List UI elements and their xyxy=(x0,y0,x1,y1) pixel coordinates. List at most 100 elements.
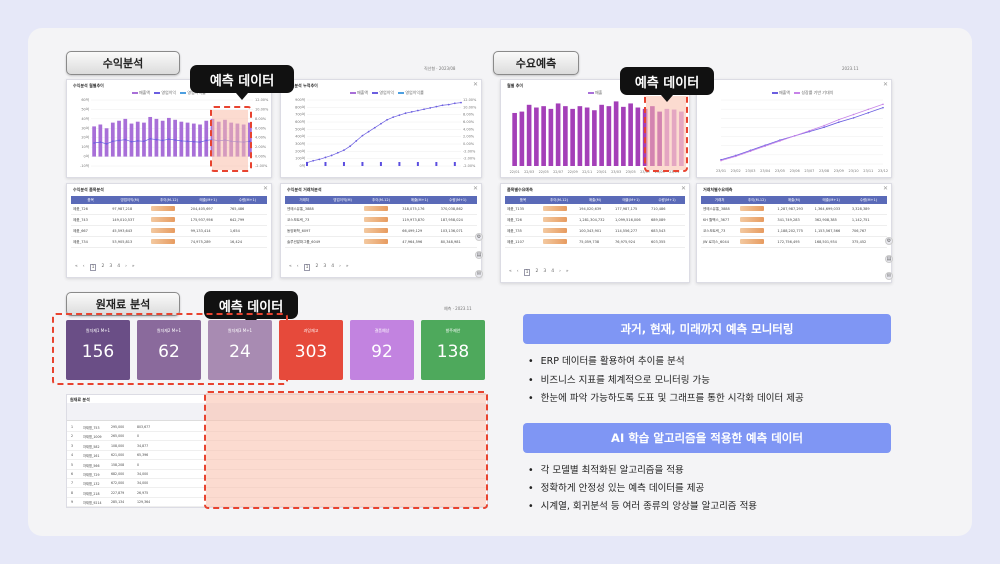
table-row[interactable]: 제품_743 149,010,537 175,937,956 642,799 xyxy=(71,215,267,226)
table-row[interactable]: 제품_667 45,593,643 99,133,414 1,654 xyxy=(71,226,267,237)
bar xyxy=(110,122,115,157)
table-cell: 265,000 xyxy=(111,434,125,439)
table-row[interactable]: 제품_734 53,905,813 74,975,289 16,424 xyxy=(71,237,267,248)
kpi-card-material-2[interactable]: 원자재2 M+1 62 xyxy=(137,320,201,380)
close-icon[interactable]: ✕ xyxy=(882,185,888,192)
point xyxy=(404,112,407,115)
bar xyxy=(606,106,612,166)
point xyxy=(336,151,339,154)
x-tick-label: 23/08 xyxy=(819,169,829,173)
close-icon[interactable]: ✕ xyxy=(882,81,888,88)
bar xyxy=(379,162,382,166)
panel-title: 수익분석 누적추이 xyxy=(287,83,318,88)
table-cell: 65,396 xyxy=(137,453,149,458)
bar xyxy=(117,120,121,157)
series-line xyxy=(306,102,462,164)
x-tick-label: 23/03 xyxy=(745,169,755,173)
save-icon[interactable]: ▤ xyxy=(475,251,483,259)
table-row[interactable]: 제품_7135 194,020,639 177,987,175 710,486 xyxy=(505,204,685,215)
point xyxy=(386,118,388,121)
tab-revenue-analysis[interactable]: 수익분석 xyxy=(66,51,180,75)
material-table-dashed-box xyxy=(204,391,488,509)
revenue-filter[interactable]: 직선형 · 2023/08 xyxy=(424,66,456,71)
table-cell: 4 xyxy=(71,453,74,458)
y-tick-label: 10억 xyxy=(81,144,89,149)
table-row[interactable]: JW 로지스_6044 172,756,495 168,501,934 375,452 xyxy=(701,237,887,248)
table-row[interactable]: 제품_735 100,343,901 114,556,277 683,543 xyxy=(505,226,685,237)
point xyxy=(111,140,114,143)
demand-forecast-highlight xyxy=(646,96,686,170)
kpi-card-material-3[interactable]: 원자재3 M+1 24 xyxy=(208,320,272,380)
table-cell: 295,000 xyxy=(111,425,125,429)
settings-icon[interactable]: ⚙ xyxy=(475,233,483,241)
close-icon[interactable]: ✕ xyxy=(680,185,686,192)
x-tick-label: 22/03 xyxy=(524,170,534,174)
bar xyxy=(324,162,327,166)
kpi-card-shortage[interactable]: 결품예상 92 xyxy=(350,320,414,380)
legend-profit: 영업이익 xyxy=(379,90,395,95)
bar xyxy=(534,107,539,166)
table-row[interactable]: 동양화학_6097 66,499,129 103,136,071 xyxy=(285,226,477,237)
chat-icon[interactable]: ✉ xyxy=(885,272,893,280)
table-header: 품목 영업이익(M) 추이(M-12) 매출(M+1) 수량(M+1) xyxy=(71,196,267,204)
tab-demand-forecast[interactable]: 수요예측 xyxy=(493,51,579,75)
close-icon[interactable]: ✕ xyxy=(472,185,478,192)
point xyxy=(882,106,884,109)
material-filter[interactable]: 예측 · 2023.11 xyxy=(444,306,472,311)
table-row[interactable]: 제품_726 1,281,304,732 1,099,516,006 689,089 xyxy=(505,215,685,226)
table-row[interactable]: 제품_726 97,987,218 204,405,697 765,486 xyxy=(71,204,267,215)
point xyxy=(349,145,352,148)
settings-icon[interactable]: ⚙ xyxy=(885,237,893,245)
table-row[interactable]: 제품_1107 75,059,738 76,975,924 603,355 xyxy=(505,237,685,248)
table-cell: 자재명_566 xyxy=(83,463,100,468)
bar xyxy=(154,118,159,157)
y2-tick-label: 10.00% xyxy=(255,107,269,111)
pagination[interactable]: «‹ 1 2 3 4 ›» xyxy=(75,264,135,271)
table-row[interactable]: 코스모트릭_73 119,973,870 187,958,024 xyxy=(285,215,477,226)
pagination[interactable]: «‹ 1 2 3 4 ›» xyxy=(289,264,349,271)
bar xyxy=(584,107,590,166)
y2-tick-label: -2.00% xyxy=(463,157,476,161)
table-cell: 9 xyxy=(71,500,74,505)
bar xyxy=(570,108,575,166)
point xyxy=(105,142,108,145)
y2-tick-label: -2.00% xyxy=(255,164,268,168)
kpi-card-order-suggest[interactable]: 발주제안 138 xyxy=(421,320,485,380)
demand-filter[interactable]: 2023.11 xyxy=(842,66,859,71)
x-tick-label: 23/10 xyxy=(848,169,858,173)
series-line-expected xyxy=(720,103,884,161)
table-cell: 34,877 xyxy=(137,443,149,448)
kpi-card-overstock[interactable]: 과잉재고 303 xyxy=(279,320,343,380)
save-icon[interactable]: ▤ xyxy=(885,255,893,263)
pagination[interactable]: «‹ 1 2 3 4 ›» xyxy=(509,269,569,276)
point xyxy=(447,103,450,106)
bar xyxy=(453,162,456,166)
table-row[interactable]: 솔루션알파그룹_6049 47,964,596 80,348,981 xyxy=(285,237,477,248)
kpi-label: 원자재1 M+1 xyxy=(85,328,111,333)
point xyxy=(392,116,395,119)
y-tick-label: 40억 xyxy=(81,116,89,121)
bar xyxy=(512,112,517,166)
bar xyxy=(135,121,140,157)
point xyxy=(808,129,811,132)
tab-material-analysis[interactable]: 원재료 분석 xyxy=(66,292,180,316)
bar xyxy=(526,104,532,166)
x-tick-label: 23/05 xyxy=(626,170,636,174)
panel-title: 거래처별수요예측 xyxy=(703,187,733,192)
table-row[interactable]: 엔에스유통_3888 318,075,176 370,038,862 xyxy=(285,204,477,215)
chat-icon[interactable]: ✉ xyxy=(475,270,483,278)
table-row[interactable]: KH 월팩스_3677 341,749,283 362,908,385 1,142,7… xyxy=(701,215,887,226)
bar xyxy=(613,101,619,166)
y-tick-label: -10억 xyxy=(80,163,89,168)
table-row[interactable]: 코스모트릭_73 1,188,202,775 1,153,567,566 706,76… xyxy=(701,226,887,237)
table-row[interactable]: 엔에스유통_3888 1,287,987,293 1,364,699,033 3,32… xyxy=(701,204,887,215)
y-tick-label: 0억 xyxy=(84,154,89,159)
y-tick-label: 400억 xyxy=(295,134,305,139)
close-icon[interactable]: ✕ xyxy=(472,81,478,88)
kpi-card-material-1[interactable]: 원자재1 M+1 156 xyxy=(66,320,130,380)
point xyxy=(441,104,444,107)
x-tick-label: 23/11 xyxy=(669,170,679,174)
y2-tick-label: 2.00% xyxy=(463,135,475,139)
table-cell: 0 xyxy=(137,462,140,467)
close-icon[interactable]: ✕ xyxy=(262,185,268,192)
